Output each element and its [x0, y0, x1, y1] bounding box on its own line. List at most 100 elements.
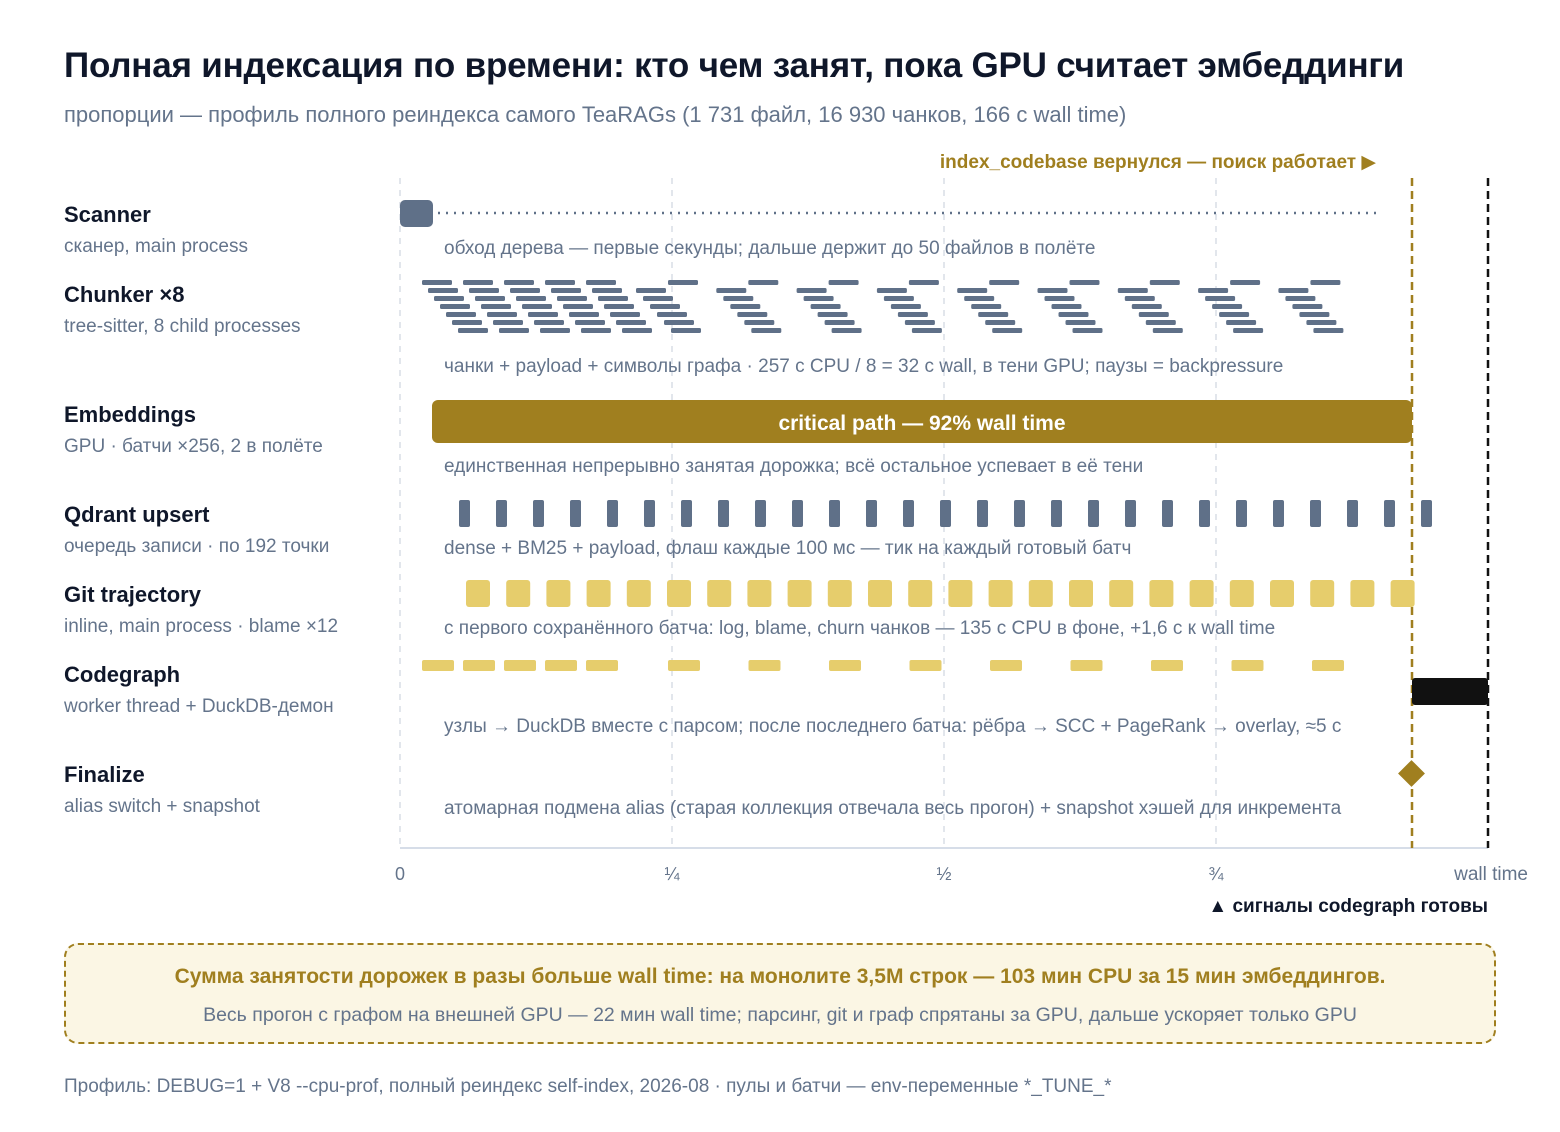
chunker-tick — [463, 280, 493, 285]
chunker-tick — [668, 280, 698, 285]
chunker-tick — [1233, 328, 1264, 333]
git-block — [466, 580, 490, 607]
chunker-tick — [1117, 288, 1148, 293]
git-block — [988, 580, 1013, 607]
qdrant-tick — [459, 500, 470, 527]
qdrant-tick — [1273, 500, 1284, 527]
qdrant-tick — [903, 500, 914, 527]
qdrant-tick — [1088, 500, 1099, 527]
git-block — [626, 580, 651, 607]
chunker-tick — [610, 312, 640, 317]
chunker-tick — [446, 312, 476, 317]
git-block — [908, 580, 933, 607]
chunker-tick — [1306, 320, 1337, 325]
axis-tick-quarter: ¼ — [664, 864, 680, 884]
embeddings-bar — [432, 400, 1412, 443]
git-block — [1149, 580, 1174, 607]
chunker-tick — [964, 296, 995, 301]
chunker-tick — [422, 280, 452, 285]
qdrant-tick — [977, 500, 988, 527]
callout-main-text: Сумма занятости дорожек в разы больше wa… — [174, 965, 1386, 988]
chunker-tick — [1051, 304, 1082, 309]
qdrant-tick — [792, 500, 803, 527]
qdrant-tick — [1421, 500, 1432, 527]
qdrant-tick — [1236, 500, 1247, 527]
chunker-tick — [1044, 296, 1075, 301]
chunker-tick — [616, 320, 646, 325]
chunker-tick — [1205, 296, 1236, 301]
chunker-tick — [1278, 288, 1309, 293]
lane-name-git: Git trajectory — [64, 582, 201, 607]
chunker-tick — [810, 304, 841, 309]
chunker-tick — [748, 280, 779, 285]
git-block — [1390, 580, 1415, 607]
chunker-tick — [504, 280, 534, 285]
git-block — [1189, 580, 1214, 607]
qdrant-tick — [496, 500, 507, 527]
qdrant-tick — [1347, 500, 1358, 527]
codegraph-dash — [829, 660, 861, 671]
chunker-tick — [510, 288, 540, 293]
qdrant-tick — [644, 500, 655, 527]
lane-name-scanner: Scanner — [64, 202, 151, 227]
qdrant-tick — [1384, 500, 1395, 527]
chunker-tick — [876, 288, 907, 293]
critical-path-label: critical path — 92% wall time — [778, 412, 1065, 435]
codegraph-dash — [545, 660, 577, 671]
chunker-tick — [1310, 280, 1341, 285]
chunker-tick — [1226, 320, 1257, 325]
codegraph-dash — [504, 660, 536, 671]
chunker-tick — [908, 280, 939, 285]
codegraph-dash — [990, 660, 1022, 671]
codegraph-ready-label: ▲ сигналы codegraph готовы — [1208, 896, 1488, 917]
chunker-tick — [499, 328, 529, 333]
chunker-tick — [528, 312, 558, 317]
chunker-tick — [1219, 312, 1250, 317]
chunker-tick — [636, 288, 666, 293]
codegraph-dash — [586, 660, 618, 671]
qdrant-tick — [718, 500, 729, 527]
qdrant-tick — [829, 500, 840, 527]
lane-note-qdrant: dense + BM25 + payload, флаш каждые 100 … — [444, 538, 1131, 559]
chunker-tick — [598, 296, 628, 301]
chunker-tick — [737, 312, 768, 317]
search-ready-label: index_codebase вернулся — поиск работает… — [940, 152, 1376, 173]
chunker-tick — [569, 312, 599, 317]
chunker-tick — [586, 280, 616, 285]
callout-sub-text: Весь прогон с графом на внешней GPU — 22… — [203, 1004, 1357, 1026]
chunker-tick — [883, 296, 914, 301]
chunker-tick — [897, 312, 928, 317]
chunker-tick — [452, 320, 482, 325]
chunker-tick — [1124, 296, 1155, 301]
chunker-tick — [1058, 312, 1089, 317]
lane-sub-qdrant: очередь записи · по 192 точки — [64, 536, 330, 557]
git-block — [1028, 580, 1053, 607]
chunker-tick — [540, 328, 570, 333]
chunker-tick — [904, 320, 935, 325]
chunker-tick — [1230, 280, 1261, 285]
chunker-tick — [911, 328, 942, 333]
chunker-tick — [716, 288, 747, 293]
chunker-tick — [434, 296, 464, 301]
chunker-tick — [796, 288, 827, 293]
chunker-tick — [545, 280, 575, 285]
chunker-tick — [1131, 304, 1162, 309]
chunker-tick — [493, 320, 523, 325]
lane-sub-finalize: alias switch + snapshot — [64, 796, 260, 817]
git-block — [1069, 580, 1093, 607]
chunker-tick — [551, 288, 581, 293]
git-block — [747, 580, 772, 607]
git-block — [1350, 580, 1375, 607]
chunker-tick — [978, 312, 1009, 317]
chunker-tick — [657, 312, 687, 317]
chunker-tick — [581, 328, 611, 333]
chunker-tick — [534, 320, 564, 325]
lane-name-embeddings: Embeddings — [64, 402, 197, 427]
qdrant-tick — [866, 500, 877, 527]
chunker-tick — [828, 280, 859, 285]
chunker-tick — [1152, 328, 1183, 333]
chunker-tick — [824, 320, 855, 325]
chunker-tick — [803, 296, 834, 301]
lane-sub-embeddings: GPU · батчи ×256, 2 в полёте — [64, 436, 323, 457]
chunker-tick — [1212, 304, 1243, 309]
